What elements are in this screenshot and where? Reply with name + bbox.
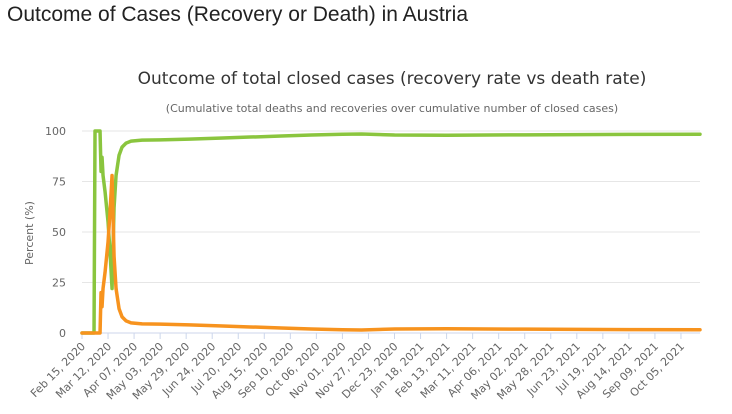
y-tick-label: 75 <box>52 176 66 189</box>
recovery-rate-line <box>80 129 702 335</box>
y-axis-ticks: 0 25 50 75 100 <box>45 125 66 340</box>
y-tick-label: 100 <box>45 125 66 138</box>
death-rate-line <box>80 173 702 335</box>
series-lines <box>80 129 702 335</box>
y-tick-label: 25 <box>52 277 66 290</box>
chart-title: Outcome of total closed cases (recovery … <box>138 69 647 89</box>
chart-subtitle: (Cumulative total deaths and recoveries … <box>166 102 618 115</box>
y-tick-label: 50 <box>52 226 66 239</box>
gridlines <box>82 130 700 283</box>
y-axis-label: Percent (%) <box>23 201 36 265</box>
page-heading: Outcome of Cases (Recovery or Death) in … <box>7 3 469 26</box>
y-tick-label: 0 <box>59 327 66 340</box>
